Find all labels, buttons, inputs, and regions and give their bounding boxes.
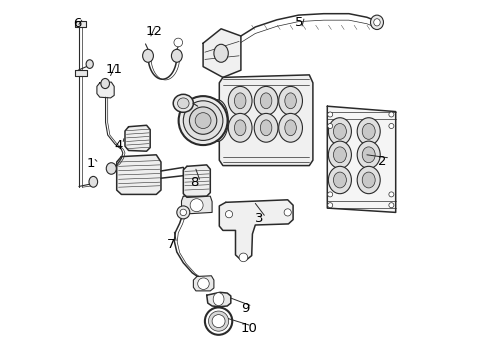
Ellipse shape	[171, 49, 182, 62]
Ellipse shape	[86, 60, 93, 68]
Ellipse shape	[234, 120, 245, 136]
Ellipse shape	[260, 93, 271, 109]
Text: 12: 12	[145, 25, 162, 38]
Ellipse shape	[333, 172, 346, 188]
Ellipse shape	[213, 44, 228, 62]
Ellipse shape	[174, 38, 182, 47]
Ellipse shape	[254, 86, 277, 115]
Polygon shape	[203, 29, 241, 77]
Ellipse shape	[195, 113, 211, 129]
Ellipse shape	[101, 78, 109, 89]
Text: 8: 8	[190, 176, 199, 189]
Polygon shape	[97, 82, 114, 98]
Polygon shape	[219, 75, 312, 166]
Text: 6: 6	[73, 17, 81, 30]
Ellipse shape	[212, 315, 224, 328]
Ellipse shape	[356, 166, 380, 194]
Text: 11: 11	[106, 63, 122, 76]
Ellipse shape	[206, 100, 228, 141]
Ellipse shape	[327, 192, 332, 197]
Ellipse shape	[333, 147, 346, 163]
Text: 3: 3	[255, 212, 263, 225]
Ellipse shape	[197, 278, 209, 289]
Text: 1: 1	[86, 157, 94, 170]
Ellipse shape	[204, 307, 232, 335]
Ellipse shape	[177, 98, 189, 109]
Ellipse shape	[373, 19, 380, 26]
Text: 9: 9	[241, 302, 249, 315]
Ellipse shape	[190, 199, 203, 212]
Ellipse shape	[284, 120, 296, 136]
Ellipse shape	[254, 113, 277, 142]
Text: 4: 4	[114, 139, 122, 152]
Text: 7: 7	[167, 238, 175, 251]
Ellipse shape	[284, 209, 291, 216]
Ellipse shape	[260, 120, 271, 136]
Ellipse shape	[388, 112, 393, 117]
Ellipse shape	[333, 123, 346, 139]
Ellipse shape	[362, 172, 374, 188]
Ellipse shape	[177, 206, 189, 219]
Polygon shape	[75, 70, 87, 76]
Polygon shape	[125, 125, 150, 151]
Ellipse shape	[228, 86, 251, 115]
Polygon shape	[75, 21, 86, 27]
Ellipse shape	[225, 211, 232, 218]
Ellipse shape	[278, 86, 302, 115]
Ellipse shape	[356, 141, 380, 168]
Polygon shape	[219, 200, 292, 260]
Ellipse shape	[327, 203, 332, 208]
Ellipse shape	[234, 93, 245, 109]
Ellipse shape	[142, 49, 153, 62]
Ellipse shape	[328, 118, 351, 145]
Ellipse shape	[362, 123, 374, 139]
Ellipse shape	[356, 118, 380, 145]
Polygon shape	[206, 292, 230, 307]
Ellipse shape	[388, 192, 393, 197]
Text: 10: 10	[240, 322, 257, 335]
Ellipse shape	[284, 93, 296, 109]
Polygon shape	[117, 155, 161, 194]
Polygon shape	[193, 276, 213, 291]
Ellipse shape	[180, 209, 186, 216]
Ellipse shape	[228, 113, 251, 142]
Ellipse shape	[362, 147, 374, 163]
Polygon shape	[181, 196, 212, 214]
Ellipse shape	[213, 293, 224, 306]
Ellipse shape	[328, 166, 351, 194]
Polygon shape	[183, 165, 210, 197]
Ellipse shape	[178, 96, 227, 145]
Ellipse shape	[208, 311, 228, 331]
Text: 2: 2	[378, 155, 386, 168]
Ellipse shape	[183, 101, 223, 140]
Ellipse shape	[106, 163, 116, 174]
Ellipse shape	[239, 253, 247, 262]
Ellipse shape	[370, 15, 383, 30]
Polygon shape	[326, 106, 395, 212]
Ellipse shape	[173, 94, 193, 112]
Ellipse shape	[89, 176, 98, 187]
Text: 5: 5	[294, 16, 303, 29]
Ellipse shape	[189, 107, 216, 134]
Ellipse shape	[328, 141, 351, 168]
Ellipse shape	[388, 203, 393, 208]
Ellipse shape	[327, 112, 332, 117]
Ellipse shape	[278, 113, 302, 142]
Ellipse shape	[327, 123, 332, 129]
Ellipse shape	[388, 123, 393, 129]
